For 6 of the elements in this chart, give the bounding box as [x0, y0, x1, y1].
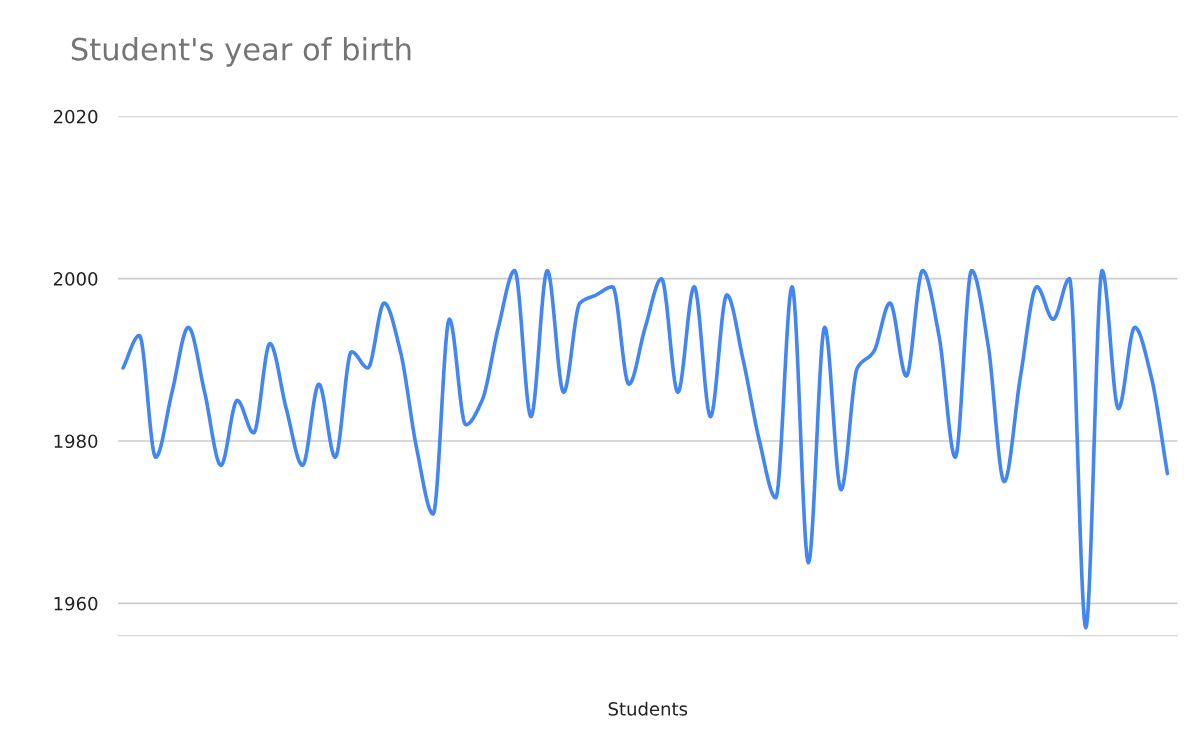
- y-tick-label: 1980: [54, 434, 98, 449]
- y-tick-label: 2000: [53, 272, 98, 286]
- y-tick-label: 2020: [53, 109, 98, 124]
- chart-title: Student's year of birth: [71, 37, 411, 67]
- y-tick-label: 1960: [54, 596, 98, 611]
- x-axis-title: Students: [608, 701, 688, 716]
